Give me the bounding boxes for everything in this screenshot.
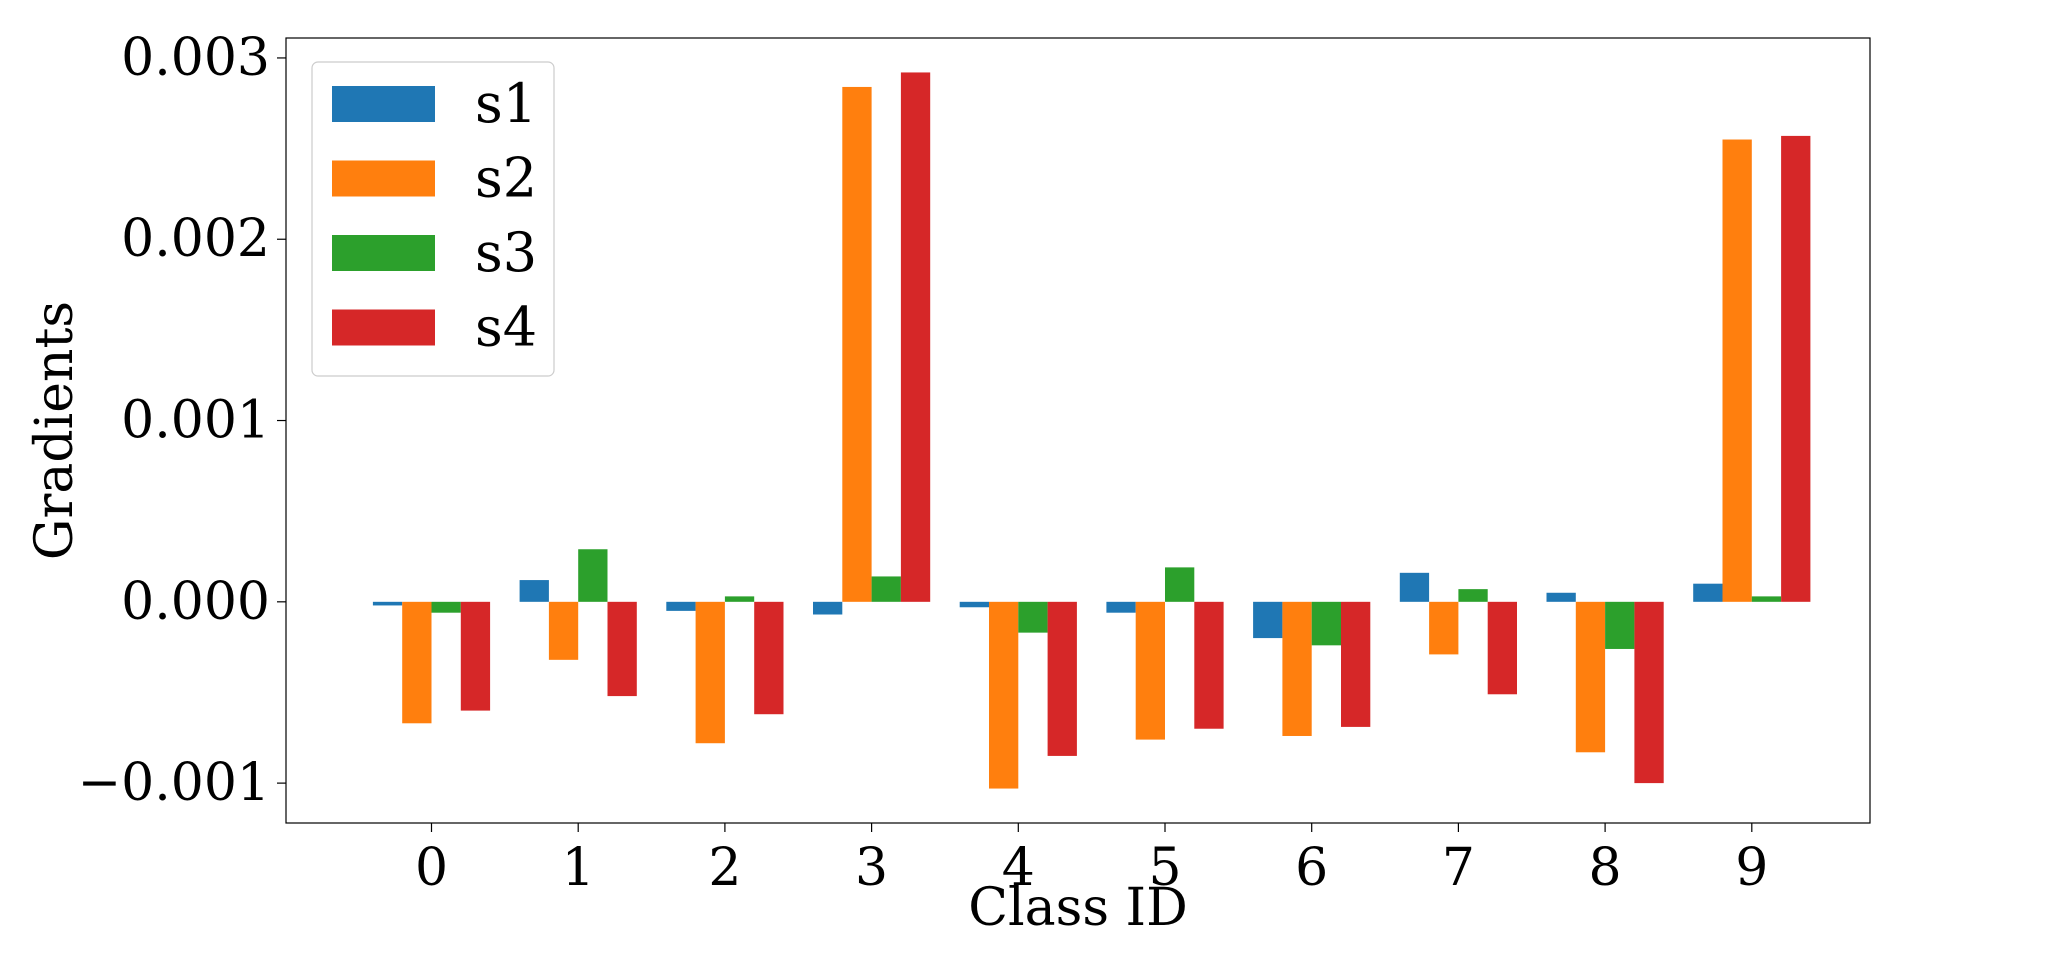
bar-s4-class-1: [607, 601, 637, 697]
x-tick-label: 0: [415, 838, 448, 898]
bar-s4-class-3: [900, 72, 931, 602]
bar-s2-class-7: [1429, 601, 1459, 655]
bar-s1-class-8: [1546, 592, 1576, 602]
bar-s2-class-8: [1575, 601, 1606, 753]
bar-s1-class-6: [1253, 601, 1283, 639]
legend-label-s4: s4: [475, 296, 537, 359]
y-tick-label: 0.001: [121, 391, 270, 451]
bar-s4-class-2: [754, 601, 784, 715]
y-axis: −0.001 0.000 0.001 0.002 0.003: [78, 28, 286, 813]
bar-s2-class-0: [402, 601, 432, 724]
bar-s3-class-3: [871, 576, 901, 602]
bar-s2-class-3: [842, 86, 872, 602]
x-axis-label: Class ID: [968, 878, 1188, 938]
bars-group: [372, 72, 1811, 789]
bar-s3-class-8: [1605, 601, 1635, 649]
x-tick-label: 9: [1735, 838, 1768, 898]
y-tick-label: 0.003: [121, 28, 270, 88]
plot-frame: [285, 37, 1871, 824]
bar-s1-class-5: [1106, 601, 1136, 613]
bar-s3-class-9: [1751, 596, 1782, 602]
x-tick-label: 5: [1148, 838, 1181, 898]
bar-s4-class-9: [1781, 135, 1811, 602]
x-tick-label: 3: [855, 838, 888, 898]
legend: s1 s2 s3 s4: [311, 61, 555, 377]
y-tick-label: −0.001: [78, 753, 270, 813]
bar-s1-class-7: [1399, 572, 1430, 602]
bar-s2-class-2: [695, 601, 725, 744]
x-tick-label: 2: [708, 838, 741, 898]
bar-s1-class-2: [666, 601, 696, 611]
bar-s2-class-9: [1722, 139, 1752, 602]
bar-s3-class-4: [1018, 601, 1048, 633]
x-tick-label: 4: [1002, 838, 1035, 898]
bar-s4-class-6: [1341, 601, 1371, 727]
bar-s4-class-4: [1047, 601, 1077, 756]
legend-swatch-s2: [332, 160, 435, 197]
bar-s3-class-0: [431, 601, 461, 613]
bar-s2-class-5: [1135, 601, 1165, 740]
bar-s2-class-6: [1282, 601, 1312, 736]
bar-s4-class-8: [1634, 601, 1664, 784]
bar-s3-class-5: [1165, 567, 1195, 602]
legend-label-s1: s1: [475, 72, 537, 135]
bar-s1-class-1: [519, 580, 549, 602]
bar-s2-class-4: [989, 601, 1019, 789]
x-tick-label: 8: [1589, 838, 1622, 898]
bar-s4-class-7: [1487, 601, 1517, 695]
bar-s3-class-1: [578, 549, 608, 602]
x-tick-label: 7: [1442, 838, 1475, 898]
y-tick-label: 0.002: [121, 209, 270, 269]
legend-label-s2: s2: [475, 147, 537, 210]
bar-s1-class-0: [372, 601, 403, 606]
x-tick-label: 6: [1295, 838, 1328, 898]
bar-s4-class-0: [460, 601, 491, 711]
x-axis: 0 1 2 3 4 5 6 7 8 9: [415, 823, 1768, 898]
legend-swatch-s3: [332, 235, 435, 271]
legend-swatch-s1: [332, 86, 435, 122]
bar-s1-class-3: [813, 601, 843, 615]
bar-s1-class-4: [959, 601, 989, 608]
bar-s4-class-5: [1194, 601, 1224, 729]
x-tick-label: 1: [562, 838, 595, 898]
bar-s1-class-9: [1693, 583, 1723, 602]
legend-swatch-s4: [332, 309, 435, 346]
legend-label-s3: s3: [475, 221, 537, 284]
bar-s3-class-7: [1458, 589, 1488, 602]
bar-s3-class-6: [1311, 601, 1341, 646]
bar-s2-class-1: [548, 601, 579, 660]
legend-frame: [311, 61, 555, 377]
bar-s3-class-2: [724, 596, 755, 602]
y-axis-label: Gradients: [25, 301, 85, 560]
y-tick-label: 0.000: [121, 572, 270, 632]
